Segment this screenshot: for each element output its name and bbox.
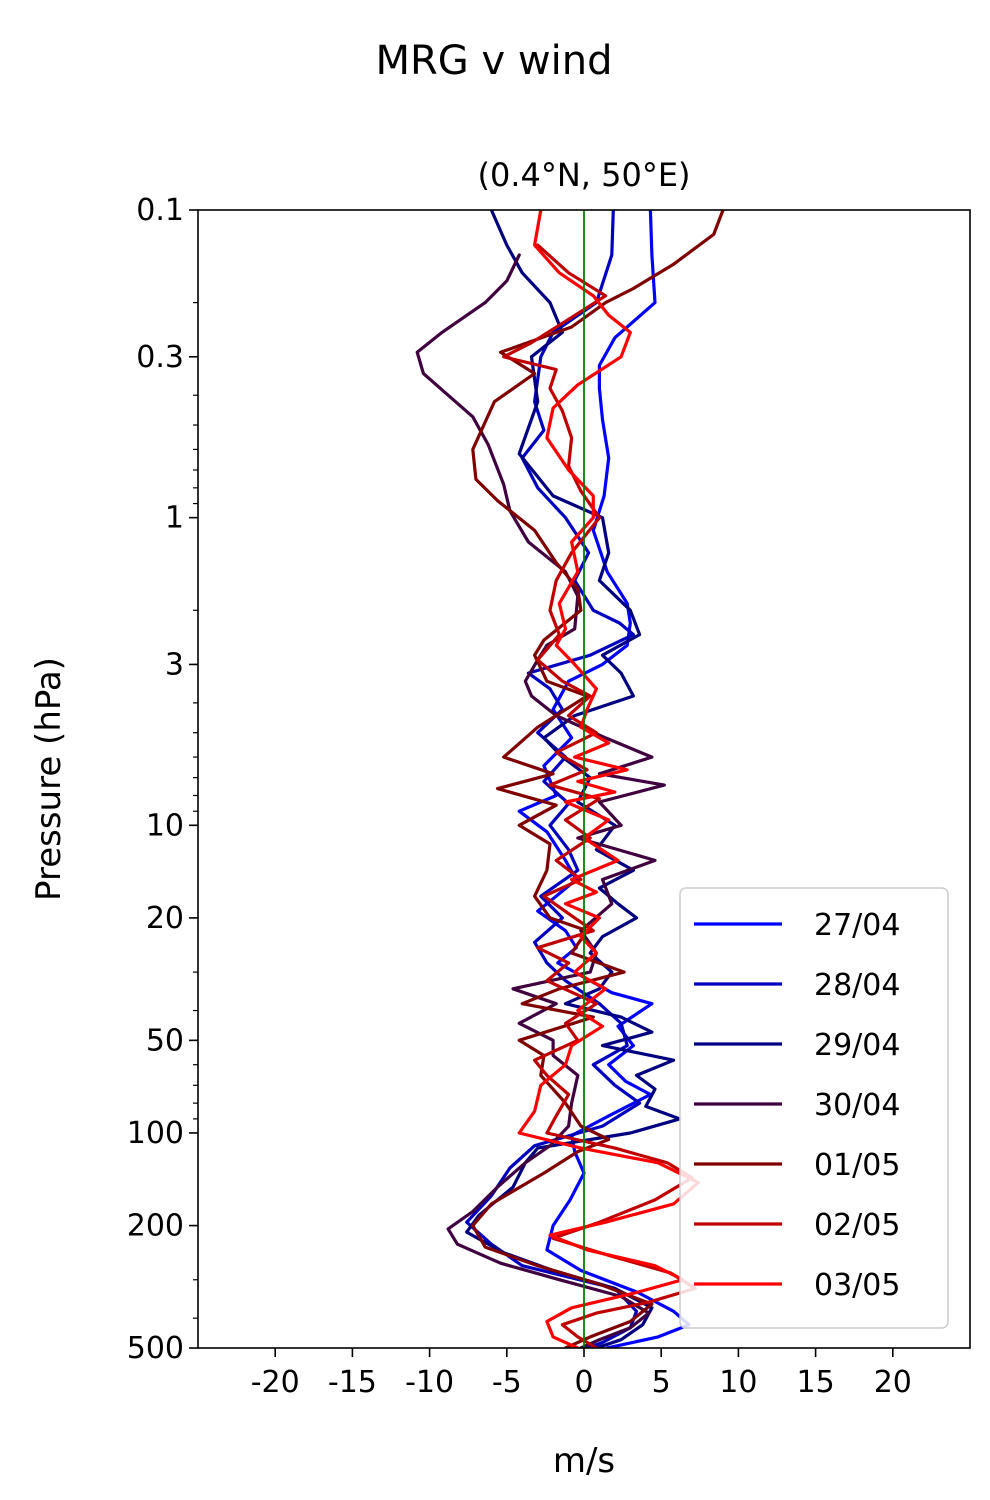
x-tick-label: 10 — [719, 1365, 757, 1400]
figure-suptitle: MRG v wind — [376, 38, 613, 84]
x-tick-label: 0 — [574, 1365, 593, 1400]
x-axis-label: m/s — [553, 1441, 615, 1481]
x-tick-label: 20 — [874, 1365, 912, 1400]
legend-box — [679, 887, 949, 1329]
y-tick-label: 0.1 — [136, 193, 184, 228]
series-line-2 — [465, 210, 642, 1348]
legend-label: 01/05 — [814, 1148, 900, 1183]
x-tick-label: -5 — [492, 1365, 522, 1400]
y-tick-label: 1 — [165, 501, 184, 536]
y-tick-label: 10 — [146, 808, 184, 843]
legend: 27/04 28/04 29/04 30/04 01/05 02/05 03/05 — [679, 887, 949, 1329]
x-tick-label: -15 — [328, 1365, 377, 1400]
x-tick-label: -20 — [251, 1365, 300, 1400]
x-axis-ticks: -20 -15 -10 -5 0 5 10 15 20 — [251, 1348, 912, 1400]
y-tick-label: 500 — [127, 1331, 184, 1366]
legend-label: 27/04 — [814, 908, 900, 943]
legend-label: 30/04 — [814, 1088, 900, 1123]
y-axis-ticks: 0.1 0.3 1 3 10 20 50 100 200 500 — [127, 193, 198, 1366]
series-line-4 — [415, 253, 666, 1348]
y-tick-label: 3 — [165, 647, 184, 682]
y-tick-label: 200 — [127, 1209, 184, 1244]
y-tick-label: 100 — [127, 1116, 184, 1151]
legend-label: 03/05 — [814, 1268, 900, 1303]
chart-title: (0.4°N, 50°E) — [477, 156, 690, 194]
y-tick-label: 20 — [146, 901, 184, 936]
y-axis-label: Pressure (hPa) — [29, 657, 69, 901]
series-line-5 — [471, 210, 725, 1348]
series-line-7 — [517, 210, 700, 1348]
legend-label: 29/04 — [814, 1028, 900, 1063]
y-tick-label: 0.3 — [136, 340, 184, 375]
series-line-6 — [502, 243, 697, 1348]
x-tick-label: -10 — [405, 1365, 454, 1400]
series-line-3 — [465, 210, 682, 1348]
y-tick-label: 50 — [146, 1023, 184, 1058]
legend-label: 28/04 — [814, 968, 900, 1003]
x-tick-label: 15 — [797, 1365, 835, 1400]
x-tick-label: 5 — [652, 1365, 671, 1400]
series-layer — [415, 210, 725, 1348]
y-axis-minor-ticks — [193, 302, 198, 1319]
legend-label: 02/05 — [814, 1208, 900, 1243]
